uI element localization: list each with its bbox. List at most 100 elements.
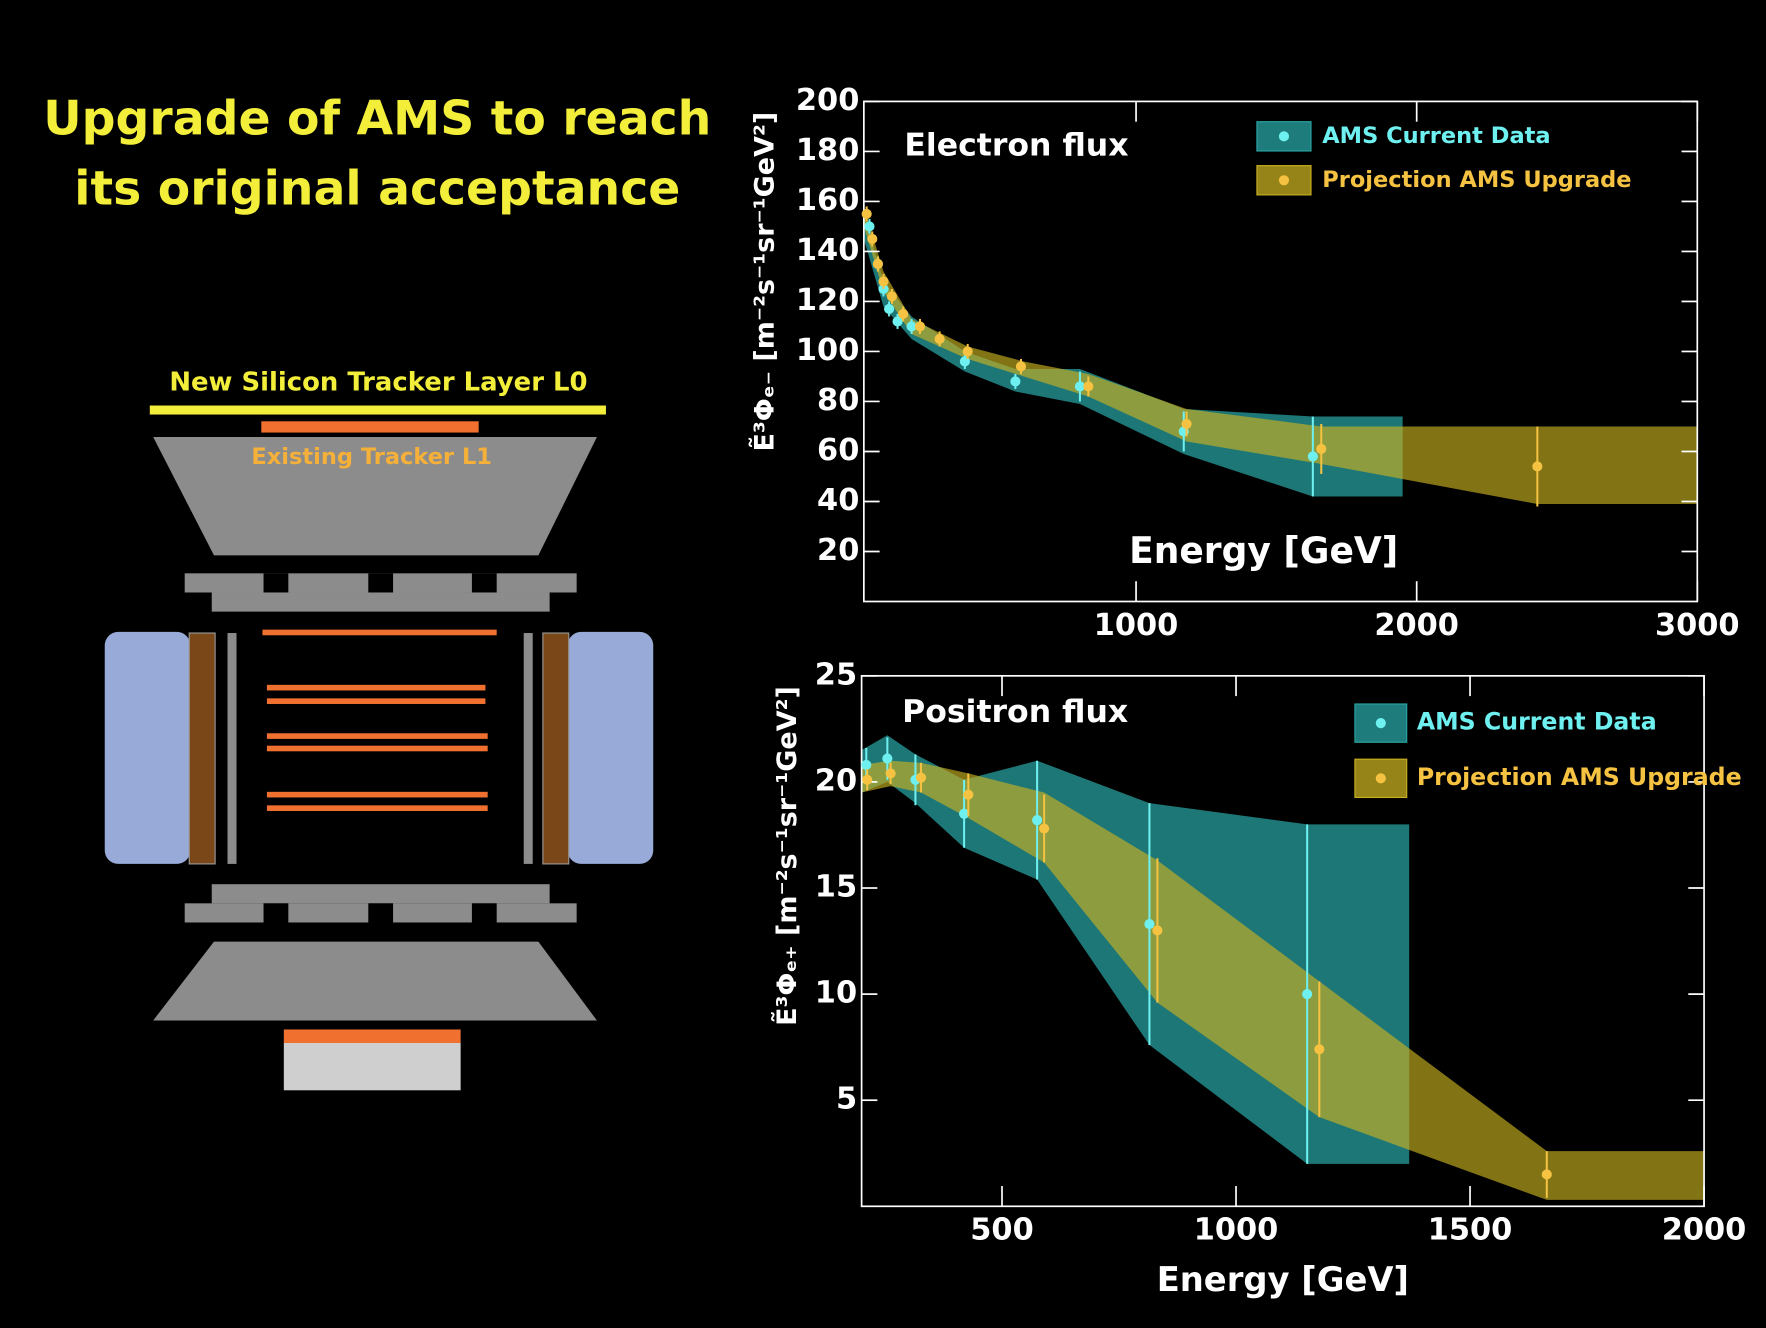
gap <box>263 903 289 923</box>
data-point <box>1316 443 1327 455</box>
legend-marker <box>1278 131 1290 142</box>
y-tick-label: 20 <box>815 763 857 798</box>
y-tick-label: 5 <box>836 1082 857 1117</box>
y-tick-label: 20 <box>817 533 859 568</box>
legend-marker <box>1278 175 1290 186</box>
diagram-label: Existing Tracker L1 <box>251 444 492 470</box>
upper-tof <box>153 437 597 556</box>
tracker-layer <box>266 745 488 752</box>
layer-l9 <box>283 1029 461 1043</box>
data-point <box>959 808 970 819</box>
data-point <box>882 753 893 764</box>
legend-marker <box>1375 773 1386 784</box>
data-point <box>885 768 896 779</box>
gap <box>368 573 394 593</box>
magnet <box>104 631 191 864</box>
tracker-layer <box>266 733 488 739</box>
error-band <box>863 206 1698 504</box>
error-band <box>861 760 1705 1200</box>
data-point <box>898 308 909 320</box>
data-point <box>861 759 872 771</box>
y-tick-label: 100 <box>796 333 859 368</box>
y-tick-label: 160 <box>796 183 859 218</box>
x-tick-label: 1000 <box>1194 1213 1279 1248</box>
x-tick-label: 2000 <box>1662 1213 1747 1248</box>
rich <box>153 941 597 1021</box>
data-point <box>963 789 974 800</box>
x-tick-label: 1500 <box>1428 1213 1513 1248</box>
slide-title: Upgrade of AMS to reach <box>43 92 711 147</box>
trd-plate <box>211 592 550 612</box>
layer-l0 <box>149 405 606 415</box>
data-point <box>1010 376 1021 387</box>
wall <box>523 633 533 864</box>
tracker-layer <box>262 629 497 636</box>
data-point <box>862 774 873 785</box>
chart-title: Electron flux <box>904 127 1128 163</box>
lower-plate <box>211 884 550 904</box>
tracker-layer <box>266 791 488 798</box>
gap <box>471 903 497 923</box>
y-tick-label: 180 <box>796 133 859 168</box>
tracker-layer <box>266 698 486 704</box>
data-point <box>1083 381 1094 392</box>
data-point <box>934 333 945 345</box>
acc <box>542 632 570 865</box>
y-tick-label: 120 <box>796 283 859 318</box>
data-point <box>864 221 875 232</box>
x-axis-label: Energy [GeV] <box>1157 1260 1409 1299</box>
tracker-layer <box>266 805 488 811</box>
y-tick-label: 140 <box>796 233 859 268</box>
y-tick-label: 10 <box>815 976 857 1011</box>
data-point <box>867 233 878 245</box>
chart-title: Positron flux <box>902 694 1128 730</box>
data-point <box>1302 989 1313 1000</box>
data-point <box>1152 925 1163 936</box>
data-point <box>1144 919 1155 930</box>
data-point <box>886 291 897 302</box>
diagram-label: New Silicon Tracker Layer L0 <box>169 367 587 397</box>
legend-label: AMS Current Data <box>1417 708 1657 736</box>
data-point <box>1181 418 1192 430</box>
acc <box>188 632 216 865</box>
data-point <box>872 258 883 270</box>
x-axis-label: Energy [GeV] <box>1129 531 1398 572</box>
y-tick-label: 25 <box>815 657 857 692</box>
tracker-layer <box>266 684 486 691</box>
magnet <box>567 631 654 864</box>
legend-label: AMS Current Data <box>1322 123 1550 149</box>
data-point <box>1314 1044 1325 1055</box>
data-point <box>915 772 927 783</box>
data-point <box>878 276 889 287</box>
y-axis-label: Ẽ³Φₑ₋ [m⁻²s⁻¹sr⁻¹GeV²] <box>748 112 780 452</box>
x-tick-label: 1000 <box>1094 608 1179 643</box>
wall <box>227 633 237 864</box>
slide-title: its original acceptance <box>74 162 680 217</box>
data-point <box>906 321 917 332</box>
x-tick-label: 500 <box>970 1213 1033 1248</box>
data-point <box>962 346 973 357</box>
data-point <box>884 303 895 315</box>
data-point <box>892 316 903 327</box>
y-tick-label: 200 <box>796 83 859 118</box>
data-point <box>1074 381 1085 392</box>
gap <box>263 573 289 593</box>
y-axis-label: Ẽ³Φₑ₊ [m⁻²s⁻¹sr⁻¹GeV²] <box>771 686 803 1026</box>
gap <box>471 573 497 593</box>
y-tick-label: 40 <box>817 483 859 518</box>
layer-l1 <box>261 421 479 433</box>
legend-label: Projection AMS Upgrade <box>1417 763 1742 791</box>
data-point <box>1532 461 1543 472</box>
x-tick-label: 3000 <box>1655 608 1740 643</box>
plot-frame <box>860 674 1705 1208</box>
data-point <box>914 321 926 332</box>
data-point <box>1541 1169 1552 1180</box>
legend-label: Projection AMS Upgrade <box>1322 167 1631 193</box>
y-tick-label: 80 <box>817 383 859 418</box>
data-point <box>861 208 872 220</box>
detector-diagram: New Silicon Tracker Layer L0 Existing Tr… <box>104 367 654 1091</box>
gap <box>368 903 394 923</box>
legend-marker <box>1375 718 1386 729</box>
ecal <box>283 1042 461 1091</box>
